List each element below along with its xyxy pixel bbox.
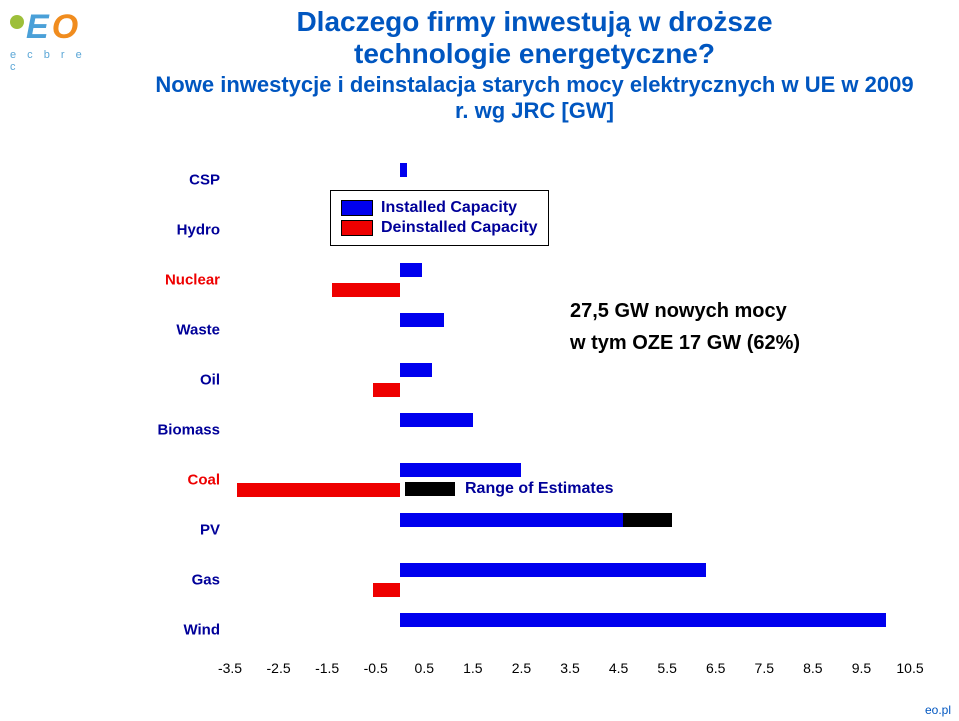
capacity-chart: -3.5 -2.5 -1.5 -0.5 0.5 1.5 2.5 3.5 4.5 5.5 6.5 7.5… bbox=[30, 155, 930, 715]
x-tick-label: 7.5 bbox=[755, 660, 774, 676]
logo: E O e c b r e c bbox=[10, 8, 90, 73]
category-label: PV bbox=[200, 522, 220, 539]
installed-bar bbox=[400, 463, 521, 477]
category-label: Coal bbox=[187, 472, 220, 489]
legend-label: Deinstalled Capacity bbox=[381, 219, 538, 237]
logo-subtext: e c b r e c bbox=[10, 49, 90, 73]
legend-row: Deinstalled Capacity bbox=[341, 219, 538, 237]
title-block: Dlaczego firmy inwestują w droższe techn… bbox=[150, 6, 919, 123]
range-bar bbox=[623, 513, 672, 527]
x-tick-label: 9.5 bbox=[852, 660, 871, 676]
watermark: eo.pl bbox=[925, 703, 951, 717]
x-tick-label: 0.5 bbox=[415, 660, 434, 676]
x-tick-label: -3.5 bbox=[218, 660, 242, 676]
x-tick-label: -1.5 bbox=[315, 660, 339, 676]
annotation-line-2: w tym OZE 17 GW (62%) bbox=[570, 327, 800, 359]
installed-bar bbox=[400, 613, 886, 627]
deinstalled-bar bbox=[373, 583, 400, 597]
installed-bar bbox=[400, 163, 407, 177]
x-tick-label: 5.5 bbox=[657, 660, 676, 676]
range-swatch bbox=[405, 482, 455, 496]
installed-bar bbox=[400, 513, 623, 527]
legend-label: Installed Capacity bbox=[381, 199, 517, 217]
installed-bar bbox=[400, 313, 444, 327]
x-tick-label: 6.5 bbox=[706, 660, 725, 676]
category-label: Biomass bbox=[157, 422, 220, 439]
installed-bar bbox=[400, 413, 473, 427]
chart-legend: Installed Capacity Deinstalled Capacity bbox=[330, 190, 549, 246]
range-legend-label: Range of Estimates bbox=[465, 480, 613, 498]
x-tick-label: 4.5 bbox=[609, 660, 628, 676]
title-line-1: Dlaczego firmy inwestują w droższe bbox=[150, 6, 919, 38]
category-label: Wind bbox=[183, 622, 220, 639]
annotation-block: 27,5 GW nowych mocy w tym OZE 17 GW (62%… bbox=[570, 295, 800, 359]
logo-dot bbox=[10, 15, 24, 29]
category-label: Nuclear bbox=[165, 272, 220, 289]
x-tick-label: -2.5 bbox=[267, 660, 291, 676]
category-label: Waste bbox=[176, 322, 220, 339]
logo-letter-o: O bbox=[52, 8, 79, 47]
legend-row: Installed Capacity bbox=[341, 199, 538, 217]
category-label: CSP bbox=[189, 172, 220, 189]
x-tick-label: 10.5 bbox=[896, 660, 923, 676]
logo-letter-e: E bbox=[26, 8, 50, 47]
subtitle-line: Nowe inwestycje i deinstalacja starych m… bbox=[150, 72, 919, 123]
category-label: Oil bbox=[200, 372, 220, 389]
x-tick-label: 2.5 bbox=[512, 660, 531, 676]
x-tick-label: 3.5 bbox=[560, 660, 579, 676]
deinstalled-bar bbox=[237, 483, 400, 497]
deinstalled-bar bbox=[373, 383, 400, 397]
legend-swatch bbox=[341, 200, 373, 216]
annotation-line-1: 27,5 GW nowych mocy bbox=[570, 295, 800, 327]
legend-swatch bbox=[341, 220, 373, 236]
x-tick-label: -0.5 bbox=[364, 660, 388, 676]
x-tick-label: 1.5 bbox=[463, 660, 482, 676]
range-legend: Range of Estimates bbox=[405, 480, 613, 498]
installed-bar bbox=[400, 263, 422, 277]
deinstalled-bar bbox=[332, 283, 400, 297]
installed-bar bbox=[400, 363, 432, 377]
title-line-2: technologie energetyczne? bbox=[150, 38, 919, 70]
x-tick-label: 8.5 bbox=[803, 660, 822, 676]
installed-bar bbox=[400, 563, 706, 577]
category-label: Gas bbox=[192, 572, 220, 589]
category-label: Hydro bbox=[177, 222, 220, 239]
